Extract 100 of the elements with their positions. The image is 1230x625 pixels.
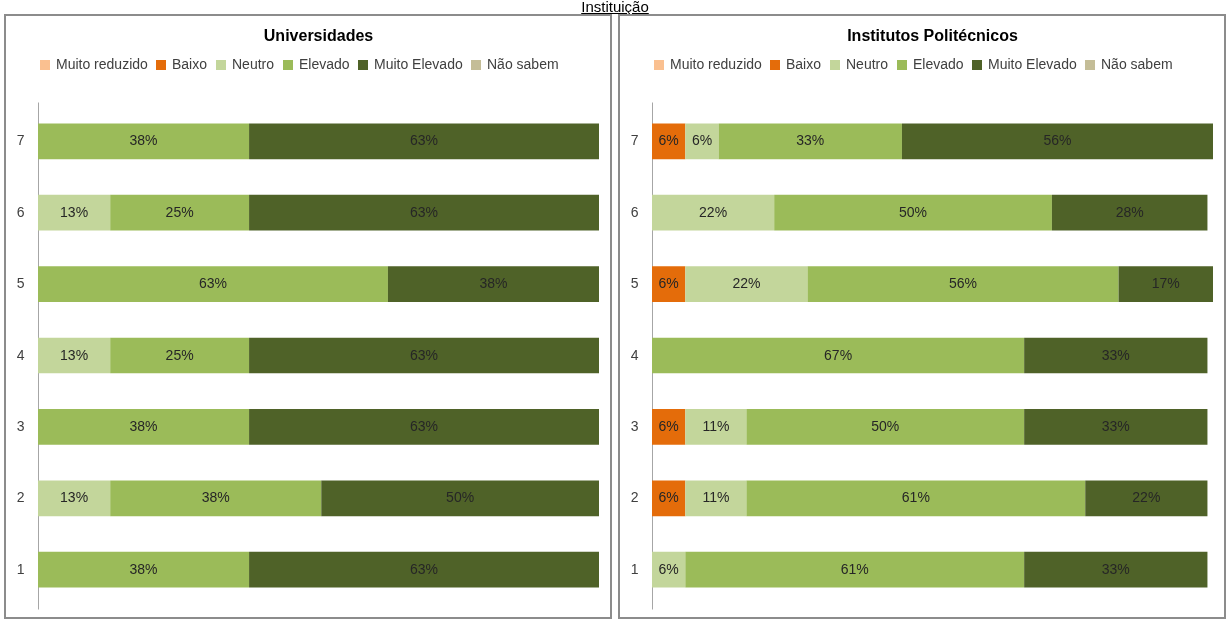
data-label: 63% [410, 132, 439, 149]
bar [746, 480, 1086, 517]
data-label: 33% [1101, 346, 1130, 363]
bar [685, 409, 747, 445]
data-label: 6% [658, 132, 679, 149]
data-label: 38% [129, 560, 158, 577]
legend-label: Muito Elevado [988, 56, 1077, 72]
legend-label: Muito Elevado [374, 56, 463, 72]
bar [387, 266, 599, 302]
y-tick-label: 6 [630, 203, 639, 220]
data-label: 25% [165, 203, 194, 220]
bar [718, 123, 902, 160]
bar [249, 551, 599, 588]
data-label: 33% [796, 132, 825, 149]
data-label: 63% [410, 346, 439, 363]
y-tick-label: 5 [630, 275, 639, 292]
data-label: 6% [658, 275, 679, 292]
data-label: 63% [410, 560, 439, 577]
legend-label: Elevado [299, 56, 350, 72]
data-label: 17% [1151, 275, 1180, 292]
data-label: 63% [410, 417, 439, 434]
data-label: 38% [201, 489, 230, 506]
bar [746, 409, 1025, 445]
bar [38, 551, 250, 588]
data-label: 6% [658, 560, 679, 577]
data-label: 6% [658, 489, 679, 506]
bar [1051, 194, 1208, 231]
data-label: 25% [165, 346, 194, 363]
legend-label: Baixo [786, 56, 822, 72]
legend-label: Muito reduzido [670, 56, 763, 72]
chart-title: Institutos Politécnicos [847, 27, 1018, 44]
bar [249, 194, 599, 231]
chart-title: Universidades [263, 27, 374, 44]
bar [774, 194, 1052, 231]
legend-label: Elevado [913, 56, 964, 72]
bar [110, 480, 322, 517]
legend-label: Neutro [846, 56, 889, 72]
y-tick-label: 4 [16, 346, 25, 363]
bar [1024, 337, 1208, 374]
bar [1118, 266, 1213, 302]
bar [807, 266, 1119, 302]
bar [38, 337, 111, 374]
data-label: 22% [1132, 489, 1161, 506]
bar [1085, 480, 1208, 517]
legend-label: Neutro [232, 56, 275, 72]
data-label: 11% [702, 417, 730, 434]
data-label: 61% [840, 560, 869, 577]
y-tick-label: 2 [16, 489, 25, 506]
data-label: 11% [702, 489, 730, 506]
bar [38, 194, 111, 231]
bar [652, 194, 775, 231]
bar [685, 480, 747, 517]
bar [249, 409, 599, 445]
bar [652, 337, 1025, 374]
bar [249, 123, 599, 160]
data-label: 63% [410, 203, 439, 220]
y-tick-label: 1 [16, 560, 25, 577]
data-label: 38% [129, 417, 158, 434]
bar [38, 266, 388, 302]
y-tick-label: 6 [16, 203, 25, 220]
data-label: 63% [198, 275, 227, 292]
y-tick-label: 3 [16, 417, 25, 434]
y-tick-label: 7 [16, 132, 25, 149]
bar [901, 123, 1213, 160]
y-tick-label: 4 [630, 346, 639, 363]
data-label: 56% [1043, 132, 1072, 149]
y-tick-label: 1 [630, 560, 639, 577]
data-label: 50% [899, 203, 928, 220]
data-label: 50% [871, 417, 900, 434]
bar [685, 551, 1025, 588]
data-label: 56% [949, 275, 978, 292]
data-label: 61% [901, 489, 930, 506]
bar [249, 337, 599, 374]
bar [685, 123, 719, 160]
data-label: 22% [732, 275, 761, 292]
data-label: 13% [60, 489, 89, 506]
bar [38, 409, 250, 445]
data-label: 6% [691, 132, 713, 149]
bar [321, 480, 599, 517]
bar [38, 480, 111, 517]
data-label: 50% [446, 489, 475, 506]
data-label: 6% [658, 417, 679, 434]
bar [110, 337, 250, 374]
legend-label: Muito reduzido [56, 56, 149, 72]
legend-label: Não sabem [487, 56, 559, 72]
data-label: 28% [1115, 203, 1144, 220]
y-tick-label: 3 [630, 417, 639, 434]
legend-label: Baixo [172, 56, 208, 72]
legend-label: Não sabem [1101, 56, 1173, 72]
data-label: 67% [824, 346, 853, 363]
bar [110, 194, 250, 231]
data-label: 33% [1101, 417, 1130, 434]
data-label: 13% [60, 203, 89, 220]
y-tick-label: 2 [630, 489, 639, 506]
bar [1024, 551, 1208, 588]
data-label: 38% [129, 132, 158, 149]
bar [1024, 409, 1208, 445]
bar [38, 123, 250, 160]
bar [685, 266, 808, 302]
data-label: 22% [699, 203, 728, 220]
